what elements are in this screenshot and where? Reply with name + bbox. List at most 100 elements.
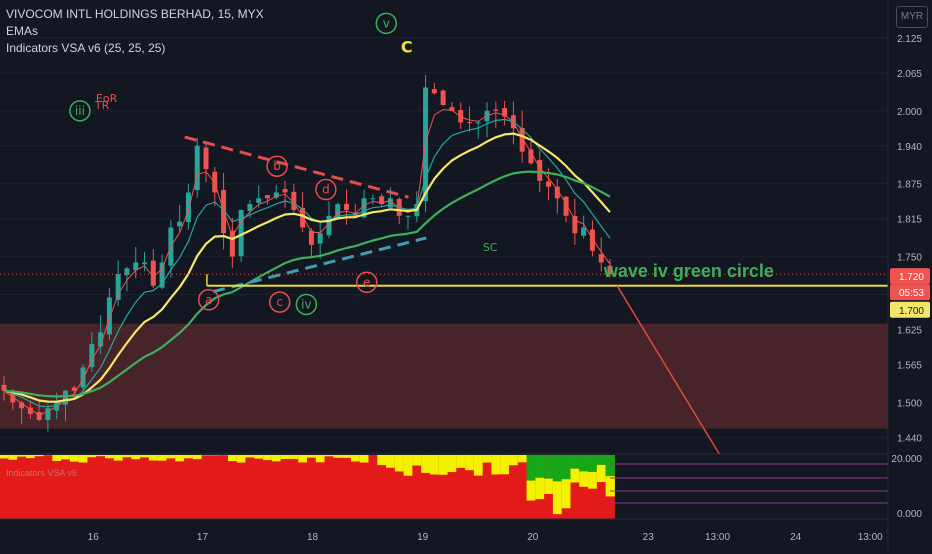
vsa-bar-yellow — [570, 469, 579, 483]
vsa-tick-label: 0.000 — [897, 509, 922, 520]
candle-body — [406, 216, 411, 217]
vsa-bar — [44, 455, 53, 519]
vsa-bar — [8, 455, 17, 519]
wave-label-c: c — [276, 295, 283, 309]
vsa-bar-yellow — [149, 455, 158, 460]
price-tick-label: 1.625 — [897, 326, 922, 337]
vsa-bar — [0, 455, 9, 519]
vsa-bar-yellow — [316, 455, 325, 462]
candle-body — [151, 261, 156, 286]
vsa-bar-green — [597, 455, 606, 465]
vsa-bar-yellow — [562, 479, 571, 508]
vsa-bar — [263, 455, 272, 519]
vsa-bar-yellow — [518, 455, 527, 462]
vsa-bar — [105, 455, 114, 519]
demand-zone — [0, 324, 888, 429]
vsa-bar-green — [544, 455, 553, 479]
vsa-tick-label: 20.000 — [891, 454, 922, 465]
time-tick-label: 16 — [88, 532, 100, 543]
vsa-bar-green — [579, 455, 588, 471]
countdown-tag: 05:53 — [899, 288, 924, 299]
vsa-bar-yellow — [509, 455, 518, 465]
vsa-bar-green — [606, 455, 615, 476]
vsa-bar-yellow — [298, 455, 307, 462]
chart-legend: VIVOCOM INTL HOLDINGS BERHAD, 15, MYX EM… — [6, 6, 264, 57]
candle-body — [467, 122, 472, 123]
vsa-bar-yellow — [439, 455, 448, 475]
vsa-bar-yellow — [175, 455, 184, 461]
candle-body — [265, 195, 270, 198]
vsa-bar-yellow — [325, 455, 334, 456]
time-tick-label: 20 — [527, 532, 539, 543]
vsa-bar — [70, 455, 79, 519]
vsa-bar-yellow — [430, 455, 439, 475]
currency-button[interactable]: MYR — [896, 6, 928, 28]
vsa-bar — [131, 455, 140, 519]
vsa-bar-yellow — [448, 455, 457, 472]
vsa-bar — [518, 455, 527, 519]
vsa-bar — [307, 455, 316, 519]
vsa-bar-yellow — [553, 481, 562, 514]
vsa-bar-green — [570, 455, 579, 469]
vsa-bar-green — [588, 455, 597, 472]
vsa-bar — [368, 455, 377, 519]
vsa-bar — [123, 455, 132, 519]
last-price-tag: 1.720 — [899, 272, 924, 283]
price-tick-label: 1.875 — [897, 180, 922, 191]
ema-indicator-label[interactable]: EMAs — [6, 23, 264, 40]
vsa-bar — [210, 455, 219, 519]
price-tick-label: 2.065 — [897, 69, 922, 80]
vsa-bar — [333, 455, 342, 519]
symbol-title[interactable]: VIVOCOM INTL HOLDINGS BERHAD, 15, MYX — [6, 6, 264, 23]
time-tick-label: 18 — [307, 532, 319, 543]
vsa-bar — [298, 455, 307, 519]
vsa-bar-yellow — [500, 455, 509, 474]
candle-body — [204, 147, 209, 169]
candle-body — [256, 198, 261, 203]
price-tick-label: 2.125 — [897, 34, 922, 45]
vsa-bar-yellow — [246, 455, 255, 457]
vsa-bar — [289, 455, 298, 519]
vsa-bar-yellow — [588, 472, 597, 489]
vsa-bar — [246, 455, 255, 519]
candle-body — [581, 227, 586, 235]
vsa-bar — [114, 455, 123, 519]
vsa-bar-yellow — [360, 455, 369, 463]
vsa-bar-yellow — [114, 455, 123, 461]
candle-body — [107, 297, 112, 334]
vsa-bar-yellow — [535, 478, 544, 499]
vsa-bar-yellow — [342, 455, 351, 458]
vsa-bar-yellow — [0, 455, 9, 458]
candle-body — [37, 412, 42, 420]
price-tick-label: 1.440 — [897, 433, 922, 444]
vsa-bar — [325, 455, 334, 519]
vsa-bar-yellow — [377, 455, 386, 465]
price-tick-label: 2.000 — [897, 107, 922, 118]
vsa-bar — [158, 455, 167, 519]
vsa-bar-yellow — [105, 455, 114, 458]
vsa-indicator-label[interactable]: Indicators VSA v6 (25, 25, 25) — [6, 40, 264, 57]
candle-body — [458, 110, 463, 122]
price-tick-label: 1.750 — [897, 253, 922, 264]
vsa-bar-yellow — [8, 455, 17, 460]
vsa-bar-yellow — [96, 455, 105, 456]
vsa-bar — [52, 455, 61, 519]
vsa-bar — [316, 455, 325, 519]
vsa-bar — [87, 455, 96, 519]
vsa-bar-yellow — [474, 455, 483, 476]
vsa-bar — [35, 455, 44, 519]
candle-body — [432, 89, 437, 93]
vsa-bar-yellow — [228, 455, 237, 461]
vsa-bar-yellow — [272, 455, 281, 461]
vsa-bar-yellow — [184, 455, 193, 458]
vsa-bar-yellow — [404, 455, 413, 476]
vsa-bar — [281, 455, 290, 519]
wave-label-a: a — [205, 293, 212, 307]
vsa-bar — [219, 455, 228, 519]
candle-body — [177, 222, 182, 227]
vsa-bar-yellow — [597, 465, 606, 482]
vsa-bar-yellow — [289, 455, 298, 459]
candle-body — [370, 198, 375, 199]
